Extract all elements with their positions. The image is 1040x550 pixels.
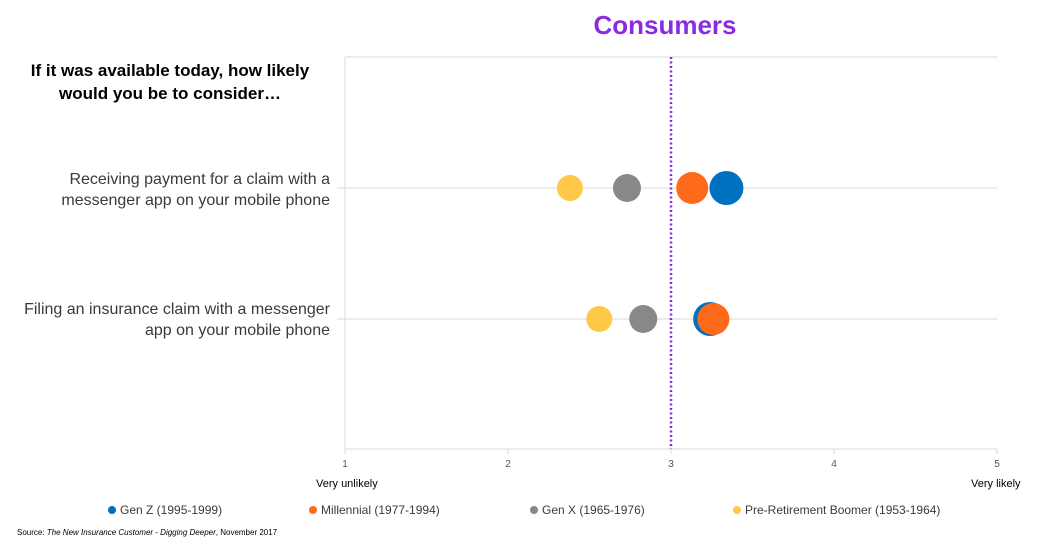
- data-point-millennial: [697, 303, 730, 335]
- legend-label: Pre-Retirement Boomer (1953-1964): [745, 503, 941, 517]
- survey-question: If it was available today, how likely wo…: [30, 61, 310, 103]
- data-point-gen: [629, 305, 658, 333]
- legend-label: Millennial (1977-1994): [321, 503, 440, 517]
- source-note: Source: The New Insurance Customer - Dig…: [17, 528, 277, 537]
- x-tick-label: 5: [994, 459, 1000, 470]
- x-tick-label: 1: [342, 459, 348, 470]
- x-tick-label: 3: [668, 459, 674, 470]
- x-axis-low-label: Very unlikely: [316, 478, 378, 490]
- legend-label: Gen Z (1995-1999): [120, 503, 223, 517]
- legend-item-boomer: Pre-Retirement Boomer (1953-1964): [733, 503, 940, 517]
- legend-item-gen-z: Gen Z (1995-1999): [108, 503, 222, 517]
- source-work: The New Insurance Customer - Digging Dee…: [46, 528, 216, 537]
- data-point-gen: [612, 174, 641, 202]
- row-label-receiving-payment: Receiving payment for a claim with a mes…: [61, 171, 330, 209]
- legend-item-millennial: Millennial (1977-1994): [309, 503, 440, 517]
- source-suffix: , November 2017: [215, 528, 278, 537]
- legend-marker: [530, 506, 538, 514]
- data-point-millennial: [676, 172, 709, 204]
- legend-marker: [108, 506, 116, 514]
- data-point-gen: [709, 171, 744, 205]
- x-tick-label: 4: [831, 459, 837, 470]
- legend-marker: [733, 506, 741, 514]
- legend-marker: [309, 506, 317, 514]
- source-prefix: Source:: [17, 528, 47, 537]
- x-axis-high-label: Very likely: [971, 478, 1021, 490]
- legend-item-gen-x: Gen X (1965-1976): [530, 503, 645, 517]
- data-point-pre-retirement: [556, 175, 583, 201]
- x-tick-label: 2: [505, 459, 511, 470]
- row-label-filing-claim: Filing an insurance claim with a messeng…: [24, 301, 330, 339]
- chart-title: Consumers: [593, 10, 737, 40]
- legend-label: Gen X (1965-1976): [542, 503, 645, 517]
- data-point-pre-retirement: [586, 306, 613, 332]
